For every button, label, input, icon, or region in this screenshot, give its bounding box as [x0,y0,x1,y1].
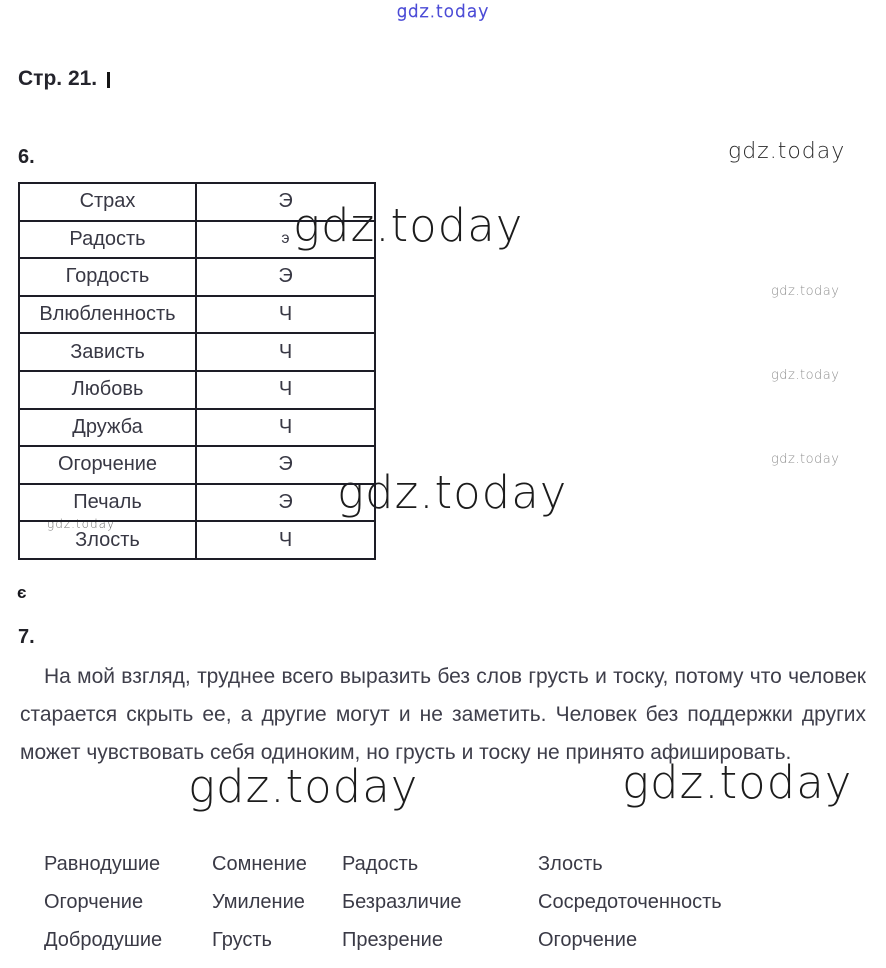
table-row: Печаль Э [18,482,376,523]
table-row: Огорчение Э [18,445,376,485]
emotion-cell: Гордость [18,257,197,297]
cursor-artifact [107,72,110,88]
emotion-cell: Зависть [18,332,197,372]
emotion-cell: Печаль [18,482,197,523]
emotion-cell: Дружба [18,407,197,448]
emotion-cell: Огорчение [18,445,197,485]
watermark-top-right: gdz.today [728,139,846,164]
word-item: Добродушие [44,929,163,951]
word-item: Умиление [212,891,305,913]
word-item: Злость [538,853,603,875]
mark-cell: э [195,219,376,260]
watermark-top-blue: gdz.today [396,2,490,23]
word-list: Равнодушие Сомнение Радость Злость Огорч… [44,845,722,959]
scan-border-gap [31,574,160,581]
table-row: Дружба Ч [18,407,376,448]
section-6-label: 6. [18,146,35,168]
word-item: Безразличие [342,891,462,913]
table-row: Зависть Ч [18,332,376,372]
watermark-side-1: gdz.today [771,284,840,299]
table-row: Влюбленность Ч [18,294,376,335]
stray-glyph: є [17,583,27,602]
table-row: Любовь Ч [18,369,376,410]
emotion-cell: Страх [18,182,197,222]
table-row: Злость Ч [18,520,376,560]
word-item: Презрение [342,929,443,951]
mark-cell: Э [195,182,376,222]
word-item: Равнодушие [44,853,161,875]
mark-cell: Ч [195,369,376,410]
word-item: Сомнение [212,853,307,875]
emotion-cell: Влюбленность [18,294,197,335]
word-item: Огорчение [538,929,638,951]
watermark-side-3: gdz.today [771,452,840,467]
emotion-cell: Радость [18,219,197,260]
answer-paragraph: На мой взгляд, труднее всего выразить бе… [20,665,866,764]
word-item: Сосредоточенность [538,891,722,913]
mark-cell: Ч [195,520,376,560]
emotions-table: Страх Э Радость э Гордость Э Влюбленност… [18,182,376,560]
section-7-label: 7. [18,626,35,648]
mark-cell: Э [195,257,376,297]
mark-cell: Ч [195,332,376,372]
mark-cell: Э [195,445,376,485]
mark-cell: Ч [195,294,376,335]
table-row: Радость э [18,219,376,260]
emotion-cell: Злость [18,520,197,560]
word-item: Грусть [212,929,272,951]
word-item: Радость [342,853,419,875]
emotion-cell: Любовь [18,369,197,410]
watermark-side-2: gdz.today [771,368,840,383]
table-row: Гордость Э [18,257,376,297]
page-title: Стр. 21. [18,67,98,90]
mark-cell: Э [195,482,376,523]
mark-cell: Ч [195,407,376,448]
table-row: Страх Э [18,182,376,222]
word-item: Огорчение [44,891,144,913]
